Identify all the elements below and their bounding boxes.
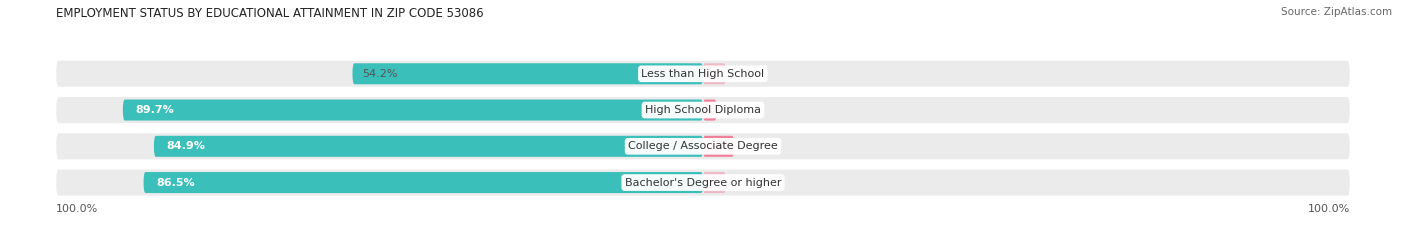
Text: Source: ZipAtlas.com: Source: ZipAtlas.com [1281,7,1392,17]
Text: 89.7%: 89.7% [136,105,174,115]
Text: 0.0%: 0.0% [735,178,763,188]
FancyBboxPatch shape [353,63,703,84]
FancyBboxPatch shape [703,63,725,84]
FancyBboxPatch shape [122,99,703,120]
Text: 4.8%: 4.8% [744,141,772,151]
FancyBboxPatch shape [143,172,703,193]
Text: Bachelor's Degree or higher: Bachelor's Degree or higher [624,178,782,188]
FancyBboxPatch shape [703,172,725,193]
FancyBboxPatch shape [56,170,1350,196]
FancyBboxPatch shape [56,133,1350,159]
Text: 2.1%: 2.1% [735,105,763,115]
Text: 100.0%: 100.0% [56,204,98,214]
Text: 86.5%: 86.5% [156,178,195,188]
Text: 84.9%: 84.9% [167,141,205,151]
FancyBboxPatch shape [153,136,703,157]
Text: College / Associate Degree: College / Associate Degree [628,141,778,151]
FancyBboxPatch shape [703,99,717,120]
Text: Less than High School: Less than High School [641,69,765,79]
Text: EMPLOYMENT STATUS BY EDUCATIONAL ATTAINMENT IN ZIP CODE 53086: EMPLOYMENT STATUS BY EDUCATIONAL ATTAINM… [56,7,484,20]
Text: High School Diploma: High School Diploma [645,105,761,115]
FancyBboxPatch shape [56,97,1350,123]
FancyBboxPatch shape [56,61,1350,87]
FancyBboxPatch shape [703,136,734,157]
Text: 100.0%: 100.0% [1308,204,1350,214]
Text: 0.0%: 0.0% [735,69,763,79]
Text: 54.2%: 54.2% [363,69,398,79]
